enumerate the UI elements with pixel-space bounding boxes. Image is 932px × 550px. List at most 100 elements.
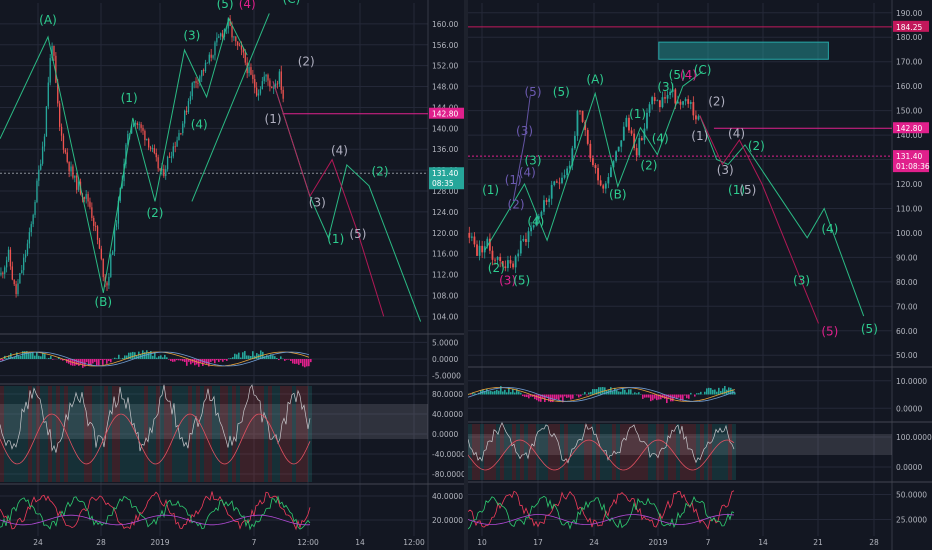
histogram-bar [118,354,120,359]
histogram-bar [124,355,126,359]
histogram-bar [138,351,140,359]
y-tick-label: 160.00 [432,20,458,29]
oscillator-signal-line [468,439,735,471]
candle-body [687,99,690,104]
candle-body [692,102,695,116]
histogram-bar [186,359,188,366]
histogram-bar [122,357,124,359]
candle-body [163,168,165,176]
oscillator-shade [732,424,736,480]
oscillator-shade [252,386,256,482]
histogram-bar [78,359,80,366]
oscillator-shade [592,424,596,480]
histogram-bar [724,385,726,395]
wave-label: (5) [513,273,530,287]
candle-body [49,58,51,83]
wave-label: (2) [146,206,163,220]
histogram-bar [166,357,168,359]
oscillator-shade [192,386,196,482]
histogram-bar [216,359,218,361]
histogram-bar [498,390,500,395]
histogram-bar [218,359,220,363]
y-tick-label: 104.00 [432,312,458,321]
histogram-bar [130,352,132,359]
oscillator-shade [544,424,548,480]
oscillator-shade [624,424,628,480]
oscillator-shade [172,386,176,482]
candle-body [185,110,188,113]
oscillator-shade [636,424,640,480]
signal-line [0,351,310,367]
indicator-tick-label: 0.0000 [432,430,458,439]
histogram-bar [170,359,172,362]
histogram-bar [176,359,178,361]
candle-body [470,236,473,238]
histogram-bar [628,389,630,395]
oscillator-shade [164,386,168,482]
candle-body [19,273,21,284]
oscillator-shade [44,386,48,482]
histogram-bar [518,391,520,395]
histogram-bar [484,391,486,395]
histogram-bar [278,359,280,361]
y-tick-label: 150.00 [896,107,922,116]
histogram-bar [706,388,708,395]
oscillator-shade [472,424,476,480]
candle-body [550,184,553,199]
candle-body [7,249,10,261]
left-chart[interactable]: 160.00156.00152.00148.00144.00140.00136.… [0,0,464,550]
price-axis-label-text: 131.40 [432,169,458,178]
y-tick-label: 152.00 [432,62,458,71]
x-tick-label: 2019 [648,538,667,547]
candle-body [527,231,530,243]
candle-body [36,180,38,203]
candle-body [271,86,273,89]
y-tick-label: 180.00 [896,33,922,42]
price-axis-label [893,122,929,134]
candle-body [532,225,535,228]
candle-body [43,136,46,147]
wave-label: (5) [217,0,234,11]
histogram-bar [642,394,644,399]
oscillator-shade [468,424,472,480]
oscillator-shade [112,386,116,482]
candle-body [199,76,201,83]
histogram-bar [486,388,488,395]
histogram-bar [252,351,254,359]
histogram-bar [716,391,718,395]
candle-body [558,182,561,184]
candle-body [55,55,57,83]
histogram-bar [730,387,732,395]
candle-body [607,177,610,184]
candle-body [620,140,623,147]
histogram-bar [544,394,546,403]
histogram-bar [626,392,628,395]
oscillator-shade [280,386,284,482]
y-tick-label: 100.00 [896,229,922,238]
candle-body [136,123,138,125]
candle-body [11,266,13,280]
candle-body [26,243,29,255]
candle-body [573,135,576,149]
oscillator-shade [176,386,180,482]
candle-body [563,175,566,178]
candle-body [72,166,74,178]
candle-body [671,89,674,92]
oscillator-line [0,384,311,453]
chart-divider[interactable] [464,0,468,550]
candle-body [30,224,32,233]
histogram-bar [552,394,554,403]
candle-body [197,82,199,84]
wave-label: (3) [525,153,542,167]
histogram-bar [620,391,622,395]
candle-body [658,100,661,108]
right-chart[interactable]: 190.00180.00170.00160.00150.00140.00130.… [468,0,932,550]
price-axis-label-text: 131.40 [896,152,922,161]
candle-body [182,123,184,134]
histogram-bar [566,394,568,398]
candle-body [15,284,17,295]
wave-label: (3) [717,163,734,177]
x-tick-label: 2019 [150,538,169,547]
histogram-bar [488,391,490,395]
histogram-bar [240,357,242,359]
